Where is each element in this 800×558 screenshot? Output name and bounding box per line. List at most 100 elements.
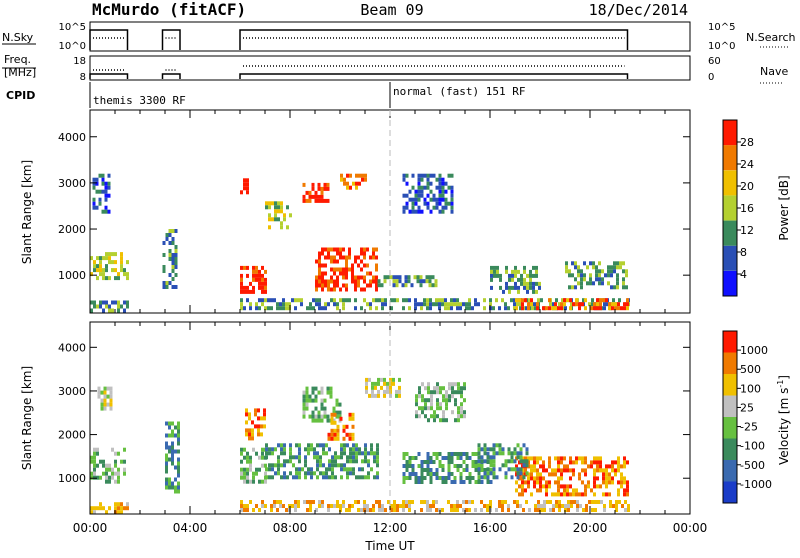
data-cell xyxy=(264,277,267,282)
data-cell xyxy=(336,500,339,504)
freq-label-2: [MHz] xyxy=(4,66,36,79)
data-cell xyxy=(613,285,616,290)
data-cell xyxy=(591,508,594,512)
data-cell xyxy=(177,461,180,466)
data-cell xyxy=(108,276,111,281)
data-cell xyxy=(243,447,246,452)
data-cell xyxy=(454,398,457,403)
data-cell xyxy=(337,463,340,468)
data-cell xyxy=(165,441,168,446)
data-cell xyxy=(477,455,481,460)
data-cell xyxy=(432,500,435,504)
data-cell xyxy=(605,484,608,489)
data-cell xyxy=(351,436,355,441)
data-cell xyxy=(265,467,268,472)
data-cell xyxy=(414,201,418,206)
data-cell xyxy=(411,472,415,476)
data-cell xyxy=(441,464,445,468)
data-cell xyxy=(123,268,126,273)
data-cell xyxy=(274,209,277,214)
data-cell xyxy=(603,508,606,512)
data-cell xyxy=(444,298,447,303)
data-cell xyxy=(489,298,492,303)
data-cell xyxy=(492,306,495,311)
data-cell xyxy=(493,269,496,274)
data-cell xyxy=(96,256,99,261)
data-cell xyxy=(363,298,366,303)
data-cell xyxy=(120,264,123,269)
data-cell xyxy=(311,194,315,199)
data-cell xyxy=(411,205,415,210)
data-cell xyxy=(411,464,415,468)
data-cell xyxy=(261,463,264,468)
data-cell xyxy=(315,275,318,280)
data-cell xyxy=(360,287,363,292)
data-cell xyxy=(492,463,496,468)
data-cell xyxy=(120,260,123,265)
data-cell xyxy=(271,451,274,456)
freq-line xyxy=(239,73,629,79)
data-cell xyxy=(594,500,597,504)
data-cell xyxy=(377,381,380,386)
y-tick-label: 4000 xyxy=(58,341,86,354)
data-cell xyxy=(274,205,277,210)
data-cell xyxy=(427,390,430,395)
data-cell xyxy=(535,281,538,286)
data-cell xyxy=(260,416,263,421)
data-cell xyxy=(168,241,172,245)
data-cell xyxy=(444,201,448,206)
data-cell xyxy=(305,190,309,195)
data-cell xyxy=(589,261,592,266)
data-cell xyxy=(454,418,457,423)
data-cell xyxy=(342,298,345,303)
data-cell xyxy=(339,255,342,260)
data-cell xyxy=(408,476,412,480)
data-cell xyxy=(100,398,104,403)
colorbar-swatch xyxy=(723,270,737,296)
data-cell xyxy=(548,456,551,461)
data-cell xyxy=(351,275,354,280)
data-cell xyxy=(318,255,321,260)
data-cell xyxy=(549,302,552,307)
data-cell xyxy=(348,416,352,421)
data-cell xyxy=(510,467,514,472)
data-cell xyxy=(418,386,421,391)
data-cell xyxy=(432,193,436,198)
data-cell xyxy=(123,300,126,305)
data-cell xyxy=(429,298,432,303)
data-cell xyxy=(310,443,313,448)
data-cell xyxy=(283,463,286,468)
data-cell xyxy=(405,298,408,303)
data-cell xyxy=(429,209,433,214)
data-cell xyxy=(240,471,243,476)
data-cell xyxy=(429,456,433,460)
data-cell xyxy=(438,185,442,190)
data-cell xyxy=(597,500,600,504)
data-cell xyxy=(317,194,321,199)
data-cell xyxy=(96,451,99,456)
data-cell xyxy=(529,277,532,282)
data-cell xyxy=(563,298,566,303)
data-cell xyxy=(345,424,349,429)
data-cell xyxy=(462,468,466,472)
data-cell xyxy=(336,283,339,288)
data-cell xyxy=(354,287,357,292)
data-cell xyxy=(100,402,104,407)
data-cell xyxy=(580,273,583,278)
data-cell xyxy=(263,416,266,421)
data-cell xyxy=(305,198,309,203)
data-cell xyxy=(93,467,96,472)
data-cell xyxy=(540,508,543,512)
data-cell xyxy=(355,447,358,452)
data-cell xyxy=(357,255,360,260)
data-cell xyxy=(174,285,178,289)
data-cell xyxy=(625,285,628,290)
data-cell xyxy=(578,302,581,307)
data-cell xyxy=(249,500,252,504)
data-cell xyxy=(536,302,539,307)
data-cell xyxy=(417,302,420,307)
data-cell xyxy=(99,260,102,265)
data-cell xyxy=(308,394,312,399)
data-cell xyxy=(376,459,379,464)
data-cell xyxy=(426,460,430,464)
